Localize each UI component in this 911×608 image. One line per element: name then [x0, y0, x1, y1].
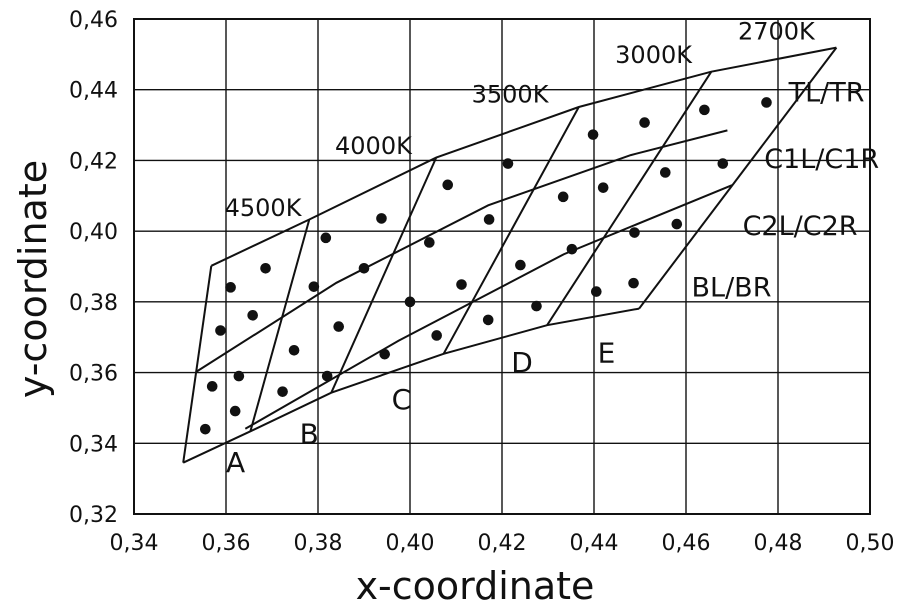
data-point	[260, 262, 271, 274]
cct-label: 4000K	[335, 132, 413, 160]
data-point	[566, 243, 578, 255]
y-tick-label: 0,38	[69, 291, 118, 316]
zone-label: C	[392, 383, 412, 416]
data-point	[531, 300, 542, 312]
data-point	[321, 370, 333, 382]
data-point	[597, 182, 609, 193]
data-point	[483, 214, 495, 225]
data-point	[431, 330, 442, 341]
data-point	[333, 321, 345, 332]
zone-label: A	[226, 446, 245, 479]
data-points-layer	[200, 97, 772, 435]
boundary-line-right-edge	[638, 46, 838, 310]
x-tick-label: 0,40	[386, 531, 435, 556]
region-label: TL/TR	[788, 78, 865, 109]
data-point	[206, 381, 218, 392]
data-point	[629, 227, 640, 238]
plot-border	[133, 18, 871, 515]
region-label: C1L/C1R	[764, 144, 879, 175]
y-tick-label: 0,46	[69, 8, 118, 33]
x-tick-label: 0,36	[202, 531, 251, 556]
x-axis-title: x-coordinate	[356, 564, 595, 604]
data-point	[660, 167, 671, 178]
data-point	[502, 158, 514, 169]
data-point	[200, 423, 211, 435]
data-point	[442, 179, 454, 191]
boundary-lines-layer	[182, 46, 838, 464]
data-point	[699, 104, 710, 116]
x-tick-labels: 0,34 0,36 0,38 0,40 0,42 0,44 0,46 0,48 0,50	[110, 531, 895, 556]
data-point	[717, 158, 729, 169]
annotation-labels-layer: 4500K 4000K 3500K 3000K 2700K A B C D E TL/TR C1L/C…	[225, 18, 880, 479]
boundary-line-bottom	[182, 307, 640, 464]
data-point	[358, 262, 370, 274]
boundary-line-a-b	[249, 219, 311, 432]
data-point	[515, 259, 526, 271]
data-point	[424, 237, 435, 248]
data-point	[482, 314, 494, 326]
x-tick-label: 0,42	[478, 531, 527, 556]
x-tick-label: 0,44	[570, 531, 619, 556]
data-point	[308, 281, 320, 292]
x-tick-label: 0,34	[110, 531, 159, 556]
data-point	[671, 218, 683, 230]
cct-label: 4500K	[225, 194, 303, 222]
y-tick-label: 0,32	[69, 503, 118, 528]
data-point	[404, 296, 416, 308]
data-point	[288, 344, 300, 356]
data-point	[379, 348, 391, 360]
y-tick-label: 0,34	[69, 432, 118, 457]
boundary-line-mid-upper	[195, 129, 728, 373]
x-tick-label: 0,50	[846, 531, 895, 556]
region-label: C2L/C2R	[743, 211, 858, 242]
boundary-line-d-e	[546, 71, 713, 326]
data-point	[320, 232, 332, 244]
boundary-line-b-c	[330, 157, 438, 394]
x-tick-label: 0,48	[754, 531, 803, 556]
cct-label: 2700K	[738, 18, 816, 46]
plot-frame	[133, 18, 871, 515]
data-point	[247, 309, 258, 321]
region-label: BL/BR	[692, 273, 772, 304]
data-point	[591, 286, 602, 297]
data-point	[215, 325, 226, 336]
zone-label: E	[598, 337, 616, 370]
data-point	[761, 97, 772, 108]
y-axis-title: y-coordinate	[11, 160, 55, 398]
boundary-line-c-d	[442, 106, 580, 355]
y-tick-label: 0,44	[69, 79, 118, 104]
y-tick-labels: 0,32 0,34 0,36 0,38 0,40 0,42 0,44 0,46	[69, 8, 118, 528]
x-tick-label: 0,38	[294, 531, 343, 556]
y-tick-label: 0,40	[69, 220, 118, 245]
x-tick-label: 0,46	[662, 531, 711, 556]
data-point	[229, 405, 241, 417]
data-point	[233, 370, 245, 382]
cct-label: 3500K	[472, 80, 550, 108]
y-tick-label: 0,36	[69, 362, 118, 387]
data-point	[587, 129, 599, 140]
y-tick-label: 0,42	[69, 149, 118, 174]
zone-label: B	[300, 417, 319, 450]
boundary-line-left-edge	[182, 265, 213, 463]
data-point	[456, 279, 467, 290]
zone-label: D	[511, 346, 533, 379]
cct-label: 3000K	[615, 41, 693, 69]
data-point	[557, 191, 569, 203]
boundary-line-mid-lower	[244, 184, 733, 430]
data-point	[628, 277, 639, 289]
data-point	[277, 386, 288, 397]
boundary-line-top	[210, 46, 837, 267]
data-point	[225, 282, 236, 293]
data-point	[639, 117, 650, 128]
data-point	[376, 213, 387, 224]
